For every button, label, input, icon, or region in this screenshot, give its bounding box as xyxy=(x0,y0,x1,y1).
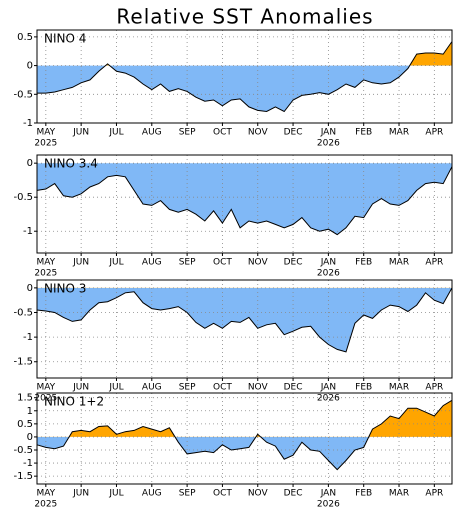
x-tick-label: MAR xyxy=(389,383,409,393)
x-tick-label: APR xyxy=(425,383,443,393)
panel-label: NINO 3 xyxy=(44,282,86,296)
x-tick-label: OCT xyxy=(213,128,232,138)
panel-frame xyxy=(36,279,453,379)
anomaly-line xyxy=(36,287,453,353)
x-tick-label: NOV xyxy=(248,258,269,268)
x-tick-label: JAN xyxy=(320,258,336,268)
x-tick-label: AUG xyxy=(142,128,162,138)
x-tick-label: JUN xyxy=(72,128,89,138)
x-tick-label: NOV xyxy=(248,128,269,138)
y-tick-label: -0.5 xyxy=(13,308,33,319)
x-year-label: 2026 xyxy=(317,394,340,404)
x-year-label: 2025 xyxy=(34,394,57,404)
x-tick-label: JUL xyxy=(108,258,123,268)
x-tick-label: JUL xyxy=(108,128,123,138)
x-tick-label: MAY xyxy=(36,258,55,268)
x-tick-label: FEB xyxy=(355,258,372,268)
x-tick-label: JAN xyxy=(320,383,336,393)
x-tick-label: APR xyxy=(425,258,443,268)
x-tick-label: OCT xyxy=(213,489,232,499)
x-tick-label: SEP xyxy=(179,489,196,499)
x-tick-label: FEB xyxy=(355,383,372,393)
x-tick-label: JAN xyxy=(320,489,336,499)
x-tick-label: APR xyxy=(425,489,443,499)
y-tick-label: -0.5 xyxy=(13,89,33,100)
y-tick-label: 0 xyxy=(27,283,33,294)
y-tick-label: 0.5 xyxy=(17,32,33,43)
y-tick-label: -1 xyxy=(23,332,33,343)
y-tick-label: 1 xyxy=(27,406,33,417)
x-tick-label: JUN xyxy=(72,489,89,499)
x-tick-label: SEP xyxy=(179,383,196,393)
anomaly-area xyxy=(37,163,452,235)
x-tick-label: OCT xyxy=(213,258,232,268)
panel-label: NINO 4 xyxy=(44,32,86,46)
anomaly-area xyxy=(37,41,452,112)
anomaly-area xyxy=(37,400,452,470)
panel-label: NINO 1+2 xyxy=(44,395,104,409)
y-tick-label: -1 xyxy=(23,226,33,237)
y-tick-label: 0 xyxy=(27,158,33,169)
x-tick-label: APR xyxy=(425,128,443,138)
anomaly-line xyxy=(37,41,453,113)
chart-title: Relative SST Anomalies xyxy=(116,5,373,29)
x-tick-label: NOV xyxy=(248,383,269,393)
x-tick-label: FEB xyxy=(355,128,372,138)
x-tick-label: NOV xyxy=(248,489,269,499)
x-tick-label: DEC xyxy=(284,383,303,393)
x-tick-label: DEC xyxy=(284,258,303,268)
y-tick-label: 0.5 xyxy=(17,419,33,430)
y-tick-label: -1 xyxy=(23,458,33,469)
x-tick-label: JUL xyxy=(108,383,123,393)
x-year-label: 2026 xyxy=(317,269,340,279)
y-tick-label: -1 xyxy=(23,118,33,129)
x-tick-label: DEC xyxy=(284,489,303,499)
x-tick-label: AUG xyxy=(142,489,162,499)
x-tick-label: DEC xyxy=(284,128,303,138)
x-tick-label: JAN xyxy=(320,128,336,138)
x-tick-label: OCT xyxy=(213,383,232,393)
x-tick-label: JUN xyxy=(72,383,89,393)
x-tick-label: JUN xyxy=(72,258,89,268)
x-tick-label: AUG xyxy=(142,258,162,268)
panel-label: NINO 3.4 xyxy=(44,157,98,171)
x-tick-label: AUG xyxy=(142,383,162,393)
x-tick-label: MAY xyxy=(36,383,55,393)
panel-frame xyxy=(36,154,453,254)
x-year-label: 2026 xyxy=(317,139,340,149)
x-tick-label: MAR xyxy=(389,258,409,268)
x-tick-label: SEP xyxy=(179,258,196,268)
panel-frame xyxy=(36,392,453,485)
x-tick-label: MAY xyxy=(36,489,55,499)
x-tick-label: SEP xyxy=(179,128,196,138)
y-tick-label: -0.5 xyxy=(13,445,33,456)
y-tick-label: -0.5 xyxy=(13,192,33,203)
x-tick-label: MAR xyxy=(389,128,409,138)
y-tick-label: -1.5 xyxy=(13,471,33,482)
x-tick-label: MAR xyxy=(389,489,409,499)
y-tick-label: 0 xyxy=(27,61,33,72)
x-year-label: 2025 xyxy=(34,269,57,279)
x-year-label: 2025 xyxy=(34,139,57,149)
x-tick-label: FEB xyxy=(355,489,372,499)
panel-frame xyxy=(36,29,453,124)
x-year-label: 2026 xyxy=(317,500,340,510)
anomaly-line xyxy=(36,399,453,471)
x-tick-label: MAY xyxy=(36,128,55,138)
anomaly-line xyxy=(36,166,453,236)
y-tick-label: -1.5 xyxy=(13,357,33,368)
x-tick-label: JUL xyxy=(108,489,123,499)
x-year-label: 2025 xyxy=(34,500,57,510)
y-tick-label: 0 xyxy=(27,432,33,443)
y-tick-label: 1.5 xyxy=(17,393,33,404)
